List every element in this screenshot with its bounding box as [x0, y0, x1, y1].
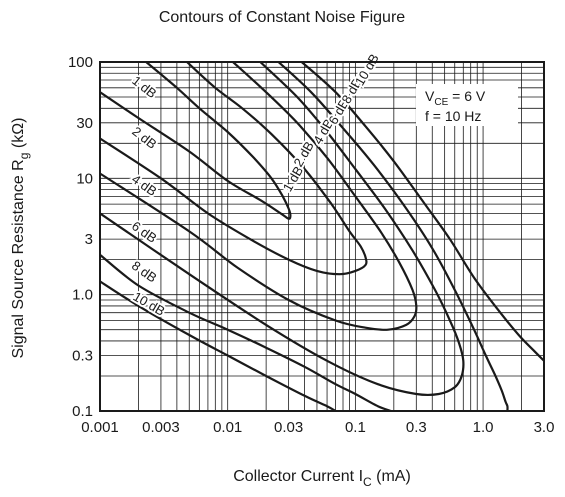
x-tick-label: 1.0 — [473, 419, 494, 436]
contour-8-dB — [100, 253, 393, 411]
x-tick-label: 0.3 — [406, 419, 427, 436]
x-tick-label: 0.03 — [274, 419, 303, 436]
x-tick-label: 0.1 — [345, 419, 366, 436]
contour-4-dB — [100, 62, 418, 331]
grid-lines — [100, 62, 544, 411]
y-tick-label: 0.3 — [72, 347, 93, 364]
contour-1-dB — [100, 62, 292, 220]
x-tick-label: 0.001 — [81, 419, 119, 436]
conditions-box — [416, 84, 518, 126]
x-tick-label: 0.01 — [213, 419, 242, 436]
contour-8-dB — [277, 62, 509, 411]
y-tick-label: 10 — [76, 170, 93, 187]
y-tick-label: 0.1 — [72, 403, 93, 420]
contour-10-dB — [100, 280, 337, 411]
x-tick-labels: 0.001 0.003 0.01 0.03 0.1 0.3 1.0 3.0 — [81, 419, 554, 436]
contour-label: 6 dB — [129, 218, 160, 246]
y-tick-label: 100 — [68, 54, 93, 71]
plot-frame — [99, 61, 545, 412]
x-axis-label: Collector Current IC (mA) — [233, 468, 411, 489]
x-tick-label: 3.0 — [534, 419, 555, 436]
chart-title: Contours of Constant Noise Figure — [159, 9, 405, 26]
contour-10-dB — [300, 62, 544, 362]
contour-curves — [100, 62, 544, 411]
contour-2-dB — [100, 62, 368, 276]
y-tick-label: 3 — [85, 231, 93, 248]
condition-frequency: f = 10 Hz — [425, 108, 481, 124]
y-tick-label: 1.0 — [72, 287, 93, 304]
y-tick-labels: 0.1 0.3 1.0 3 10 30 100 — [68, 54, 93, 420]
condition-vce: VCE = 6 V — [425, 88, 486, 108]
x-tick-label: 0.003 — [142, 419, 180, 436]
contour-label: 10 dB — [352, 51, 382, 88]
y-axis-label: Signal Source Resistance Rg (kΩ) — [10, 118, 31, 359]
y-tick-label: 30 — [76, 115, 93, 132]
contour-6-dB — [100, 62, 465, 397]
contour-label: 10 dB — [131, 289, 168, 319]
